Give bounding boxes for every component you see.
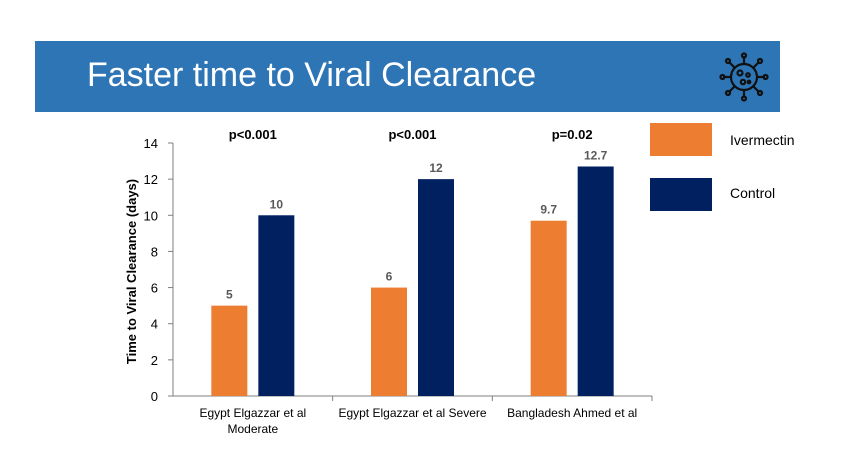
y-tick-label: 2	[151, 353, 158, 368]
p-value-annotation: p<0.001	[229, 127, 277, 142]
x-category-label: Moderate	[227, 422, 278, 436]
data-label: 12.7	[584, 148, 608, 162]
page-title: Faster time to Viral Clearance	[87, 56, 537, 94]
data-label: 12	[429, 161, 443, 175]
y-tick-label: 14	[144, 136, 158, 151]
data-label: 5	[226, 288, 233, 302]
p-value-annotation: p<0.001	[388, 127, 436, 142]
legend-swatch-control	[650, 178, 712, 211]
bar-control-3	[577, 166, 614, 396]
x-category-label: Egypt Elgazzar et al Severe	[338, 406, 486, 420]
bar-ivermectin-1	[211, 305, 248, 396]
bar-control-2	[418, 179, 454, 396]
data-label: 9.7	[540, 203, 557, 217]
y-tick-label: 4	[151, 317, 158, 332]
y-tick-label: 6	[151, 281, 158, 296]
x-category-label: Egypt Elgazzar et al	[199, 406, 306, 420]
p-value-annotation: p=0.02	[552, 127, 593, 142]
bar-control-1	[258, 215, 295, 396]
virus-icon	[719, 52, 769, 102]
bar-ivermectin-2	[371, 287, 407, 396]
legend-label-control: Control	[730, 185, 776, 201]
y-tick-label: 12	[144, 172, 158, 187]
legend-label-ivermectin: Ivermectin	[730, 132, 795, 148]
legend-swatch-ivermectin	[650, 123, 712, 156]
y-tick-label: 10	[144, 208, 158, 223]
y-tick-label: 8	[151, 244, 158, 259]
y-axis-title: Time to Viral Clearance (days)	[124, 179, 139, 364]
y-tick-label: 0	[151, 389, 158, 404]
bar-ivermectin-3	[530, 220, 567, 396]
title-banner: Faster time to Viral Clearance	[35, 41, 780, 112]
data-label: 6	[386, 270, 393, 284]
x-category-label: Bangladesh Ahmed et al	[507, 406, 637, 420]
data-label: 10	[270, 197, 284, 211]
